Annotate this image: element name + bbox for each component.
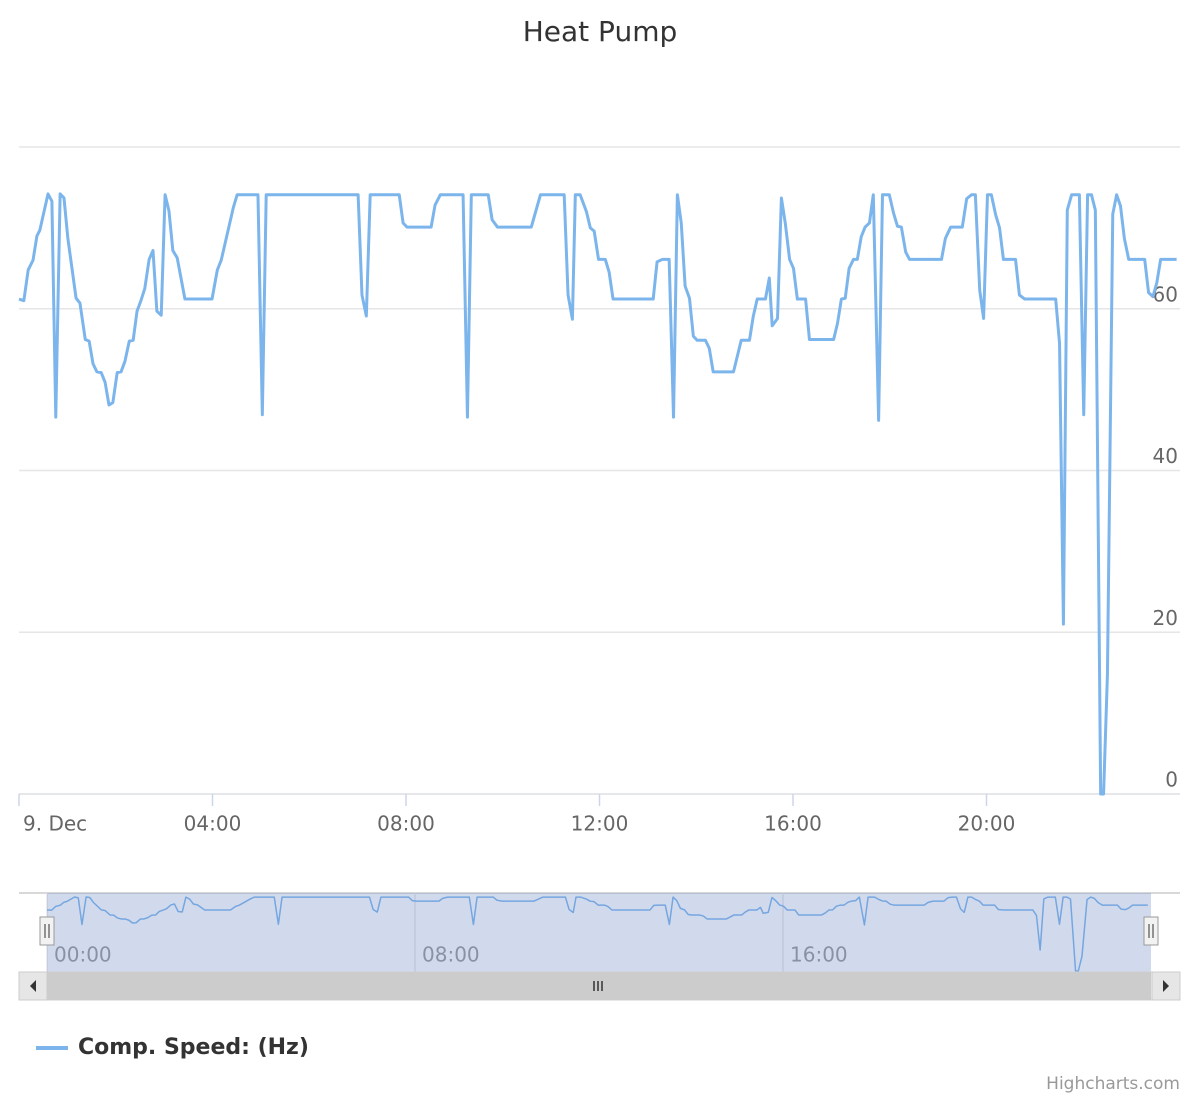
x-tick-label: 20:00 bbox=[958, 812, 1016, 836]
navigator-handle[interactable] bbox=[39, 916, 55, 946]
scrollbar-thumb[interactable] bbox=[47, 972, 1151, 1000]
navigator-tick-label: 00:00 bbox=[54, 943, 112, 967]
x-tick-label: 08:00 bbox=[377, 812, 435, 836]
x-tick-label: 9. Dec bbox=[23, 812, 87, 836]
series-line bbox=[18, 192, 1177, 796]
arrow-right bbox=[1163, 980, 1169, 992]
x-tick-label: 04:00 bbox=[184, 812, 242, 836]
scrollbar-grip bbox=[593, 981, 603, 991]
navigator-tick-label: 16:00 bbox=[790, 943, 848, 967]
navigator-tick-label: 08:00 bbox=[422, 943, 480, 967]
credits[interactable]: Highcharts.com bbox=[1046, 1074, 1180, 1094]
navigator: 00:00 08:00 16:00 bbox=[46, 893, 1148, 972]
navigator-handle[interactable] bbox=[1143, 916, 1159, 946]
plot bbox=[18, 192, 1177, 796]
x-tick-label: 12:00 bbox=[571, 812, 629, 836]
x-tick-label: 16:00 bbox=[764, 812, 822, 836]
navigator-mask bbox=[47, 893, 1151, 972]
arrow-left bbox=[30, 980, 36, 992]
legend-label: Comp. Speed: (Hz) bbox=[78, 1035, 309, 1060]
legend-item[interactable]: Comp. Speed: (Hz) bbox=[36, 1035, 309, 1060]
y-tick-label: 0 bbox=[1165, 768, 1178, 792]
y-tick-label: 20 bbox=[1153, 606, 1178, 630]
series-line bbox=[46, 896, 1148, 972]
chart-title: Heat Pump bbox=[523, 15, 678, 48]
y-tick-label: 40 bbox=[1153, 444, 1178, 468]
